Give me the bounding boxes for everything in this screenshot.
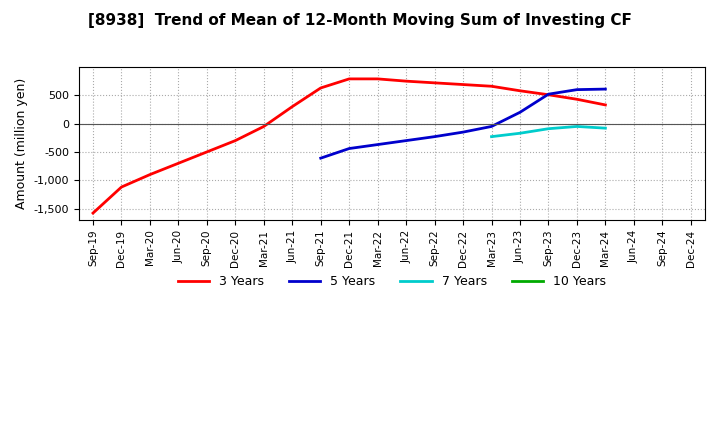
Text: [8938]  Trend of Mean of 12-Month Moving Sum of Investing CF: [8938] Trend of Mean of 12-Month Moving … [88, 13, 632, 28]
Legend: 3 Years, 5 Years, 7 Years, 10 Years: 3 Years, 5 Years, 7 Years, 10 Years [173, 270, 611, 293]
Y-axis label: Amount (million yen): Amount (million yen) [15, 78, 28, 209]
